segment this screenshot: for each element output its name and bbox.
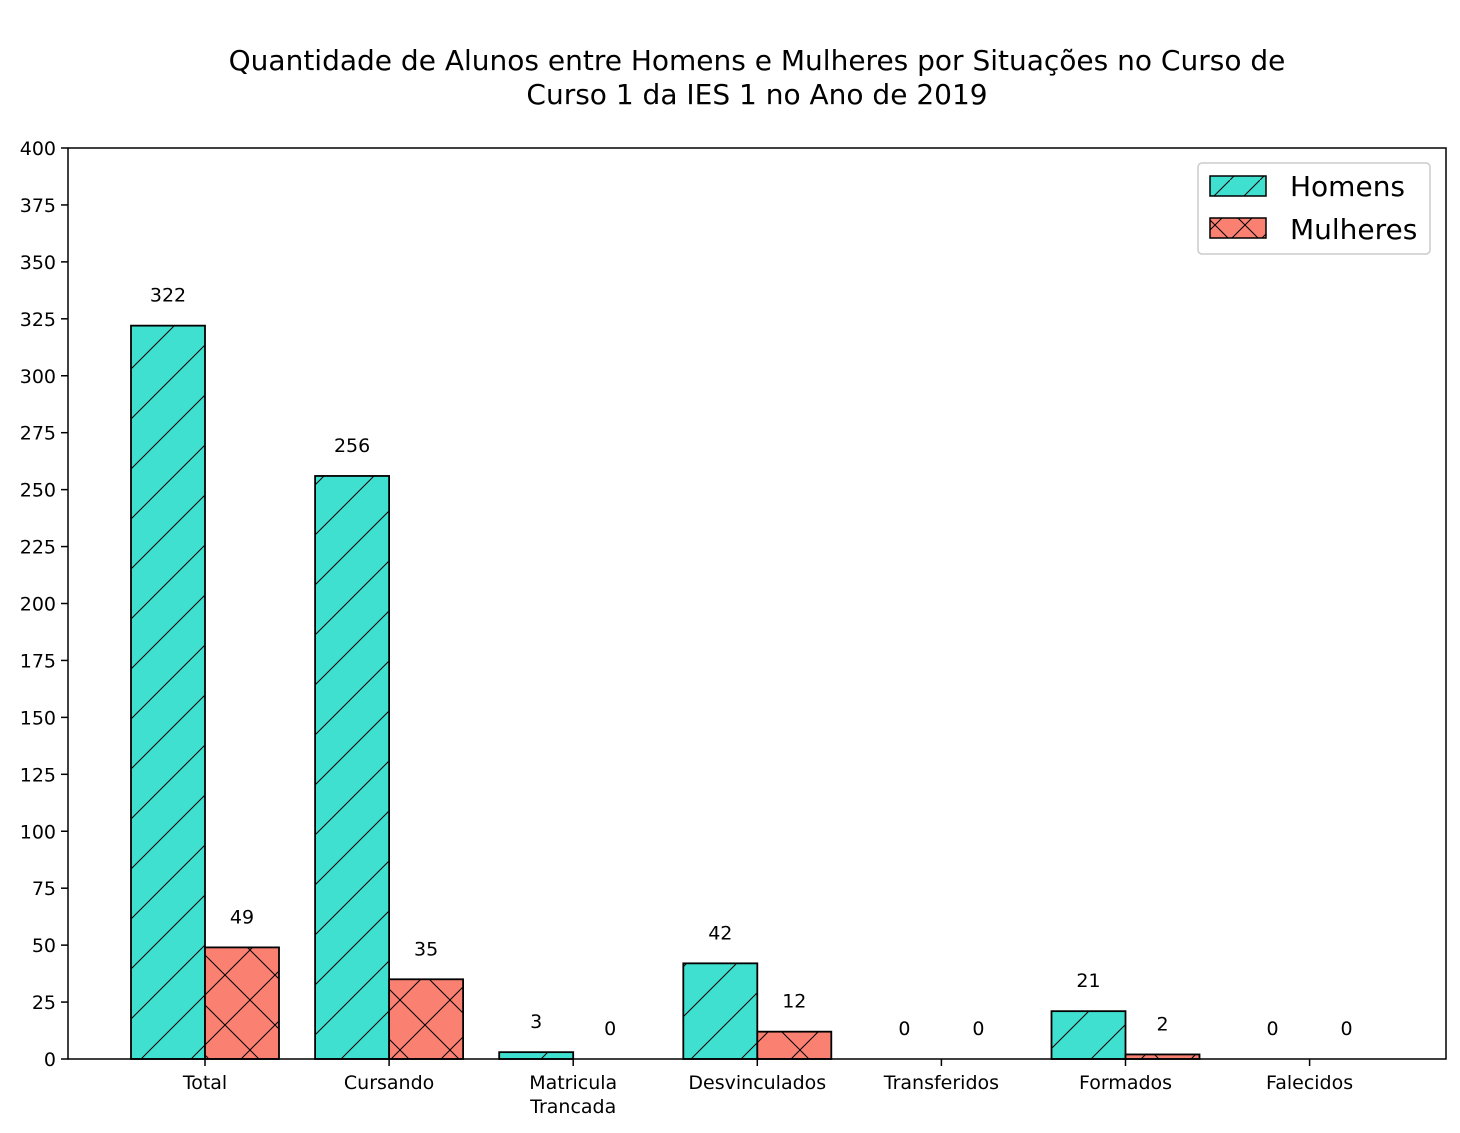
y-tick-label: 75 bbox=[32, 878, 56, 900]
bar-hatch-mulheres bbox=[389, 979, 464, 1059]
data-label-mulheres: 0 bbox=[1341, 1018, 1353, 1040]
x-tick-label: Trancada bbox=[529, 1096, 616, 1118]
x-tick-label: Transferidos bbox=[883, 1072, 999, 1094]
y-tick-label: 325 bbox=[20, 309, 56, 331]
bar-hatch-homens bbox=[315, 475, 390, 1060]
x-tick-label: Matricula bbox=[529, 1072, 617, 1094]
data-label-mulheres: 0 bbox=[972, 1018, 984, 1040]
y-tick-label: 100 bbox=[20, 821, 56, 843]
data-label-homens: 256 bbox=[334, 435, 370, 457]
legend-swatch-mulheres-hatch bbox=[1210, 218, 1266, 238]
data-label-homens: 0 bbox=[898, 1018, 910, 1040]
y-axis-ticks: 0 25 50 75 100 125 150 175 200 225 250 275 300 325 350… bbox=[20, 138, 68, 1071]
legend-swatch-homens-hatch bbox=[1210, 176, 1266, 196]
y-tick-label: 400 bbox=[20, 138, 56, 160]
value-labels-group: 322 49 256 35 3 0 42 12 0 0 21 2 0 0 bbox=[150, 285, 1353, 1040]
bars-group bbox=[130, 324, 1201, 1060]
legend-label-homens: Homens bbox=[1290, 170, 1405, 203]
data-label-homens: 0 bbox=[1267, 1018, 1279, 1040]
data-label-homens: 21 bbox=[1076, 970, 1100, 992]
bar-hatch-homens bbox=[1051, 1011, 1126, 1059]
y-tick-label: 0 bbox=[44, 1049, 56, 1071]
data-label-mulheres: 0 bbox=[604, 1018, 616, 1040]
legend: Homens Mulheres bbox=[1197, 162, 1431, 255]
chart-title-line-1: Quantidade de Alunos entre Homens e Mulh… bbox=[229, 44, 1286, 77]
x-tick-label: Desvinculados bbox=[688, 1072, 826, 1094]
data-label-mulheres: 2 bbox=[1156, 1013, 1168, 1035]
y-tick-label: 175 bbox=[20, 650, 56, 672]
plot-area-frame bbox=[67, 147, 1447, 1060]
y-tick-label: 125 bbox=[20, 764, 56, 786]
y-tick-label: 300 bbox=[20, 366, 56, 388]
x-tick-label: Formados bbox=[1079, 1072, 1172, 1094]
data-label-homens: 42 bbox=[708, 922, 732, 944]
bar-hatch-mulheres bbox=[757, 1031, 832, 1059]
bar-hatch-homens bbox=[683, 963, 758, 1059]
y-tick-label: 275 bbox=[20, 423, 56, 445]
legend-label-mulheres: Mulheres bbox=[1290, 213, 1417, 246]
data-label-homens: 3 bbox=[530, 1011, 542, 1033]
y-tick-label: 225 bbox=[20, 537, 56, 559]
data-label-mulheres: 12 bbox=[782, 991, 806, 1013]
bar-hatch-homens bbox=[499, 1052, 574, 1059]
y-tick-label: 200 bbox=[20, 594, 56, 616]
y-tick-label: 250 bbox=[20, 480, 56, 502]
y-tick-label: 150 bbox=[20, 707, 56, 729]
y-tick-label: 25 bbox=[32, 992, 56, 1014]
bar-hatch-homens bbox=[131, 325, 205, 1059]
chart-title-line-2: Curso 1 da IES 1 no Ano de 2019 bbox=[526, 78, 987, 111]
bar-hatch-mulheres bbox=[1125, 1054, 1200, 1059]
y-tick-label: 375 bbox=[20, 195, 56, 217]
x-tick-label: Cursando bbox=[344, 1072, 434, 1094]
y-tick-label: 350 bbox=[20, 252, 56, 274]
data-label-mulheres: 49 bbox=[230, 906, 254, 928]
x-tick-label: Falecidos bbox=[1266, 1072, 1353, 1094]
bar-hatch-mulheres bbox=[205, 947, 279, 1059]
y-tick-label: 50 bbox=[32, 935, 56, 957]
data-label-mulheres: 35 bbox=[414, 938, 438, 960]
x-tick-label: Total bbox=[182, 1072, 227, 1094]
data-label-homens: 322 bbox=[150, 285, 186, 307]
